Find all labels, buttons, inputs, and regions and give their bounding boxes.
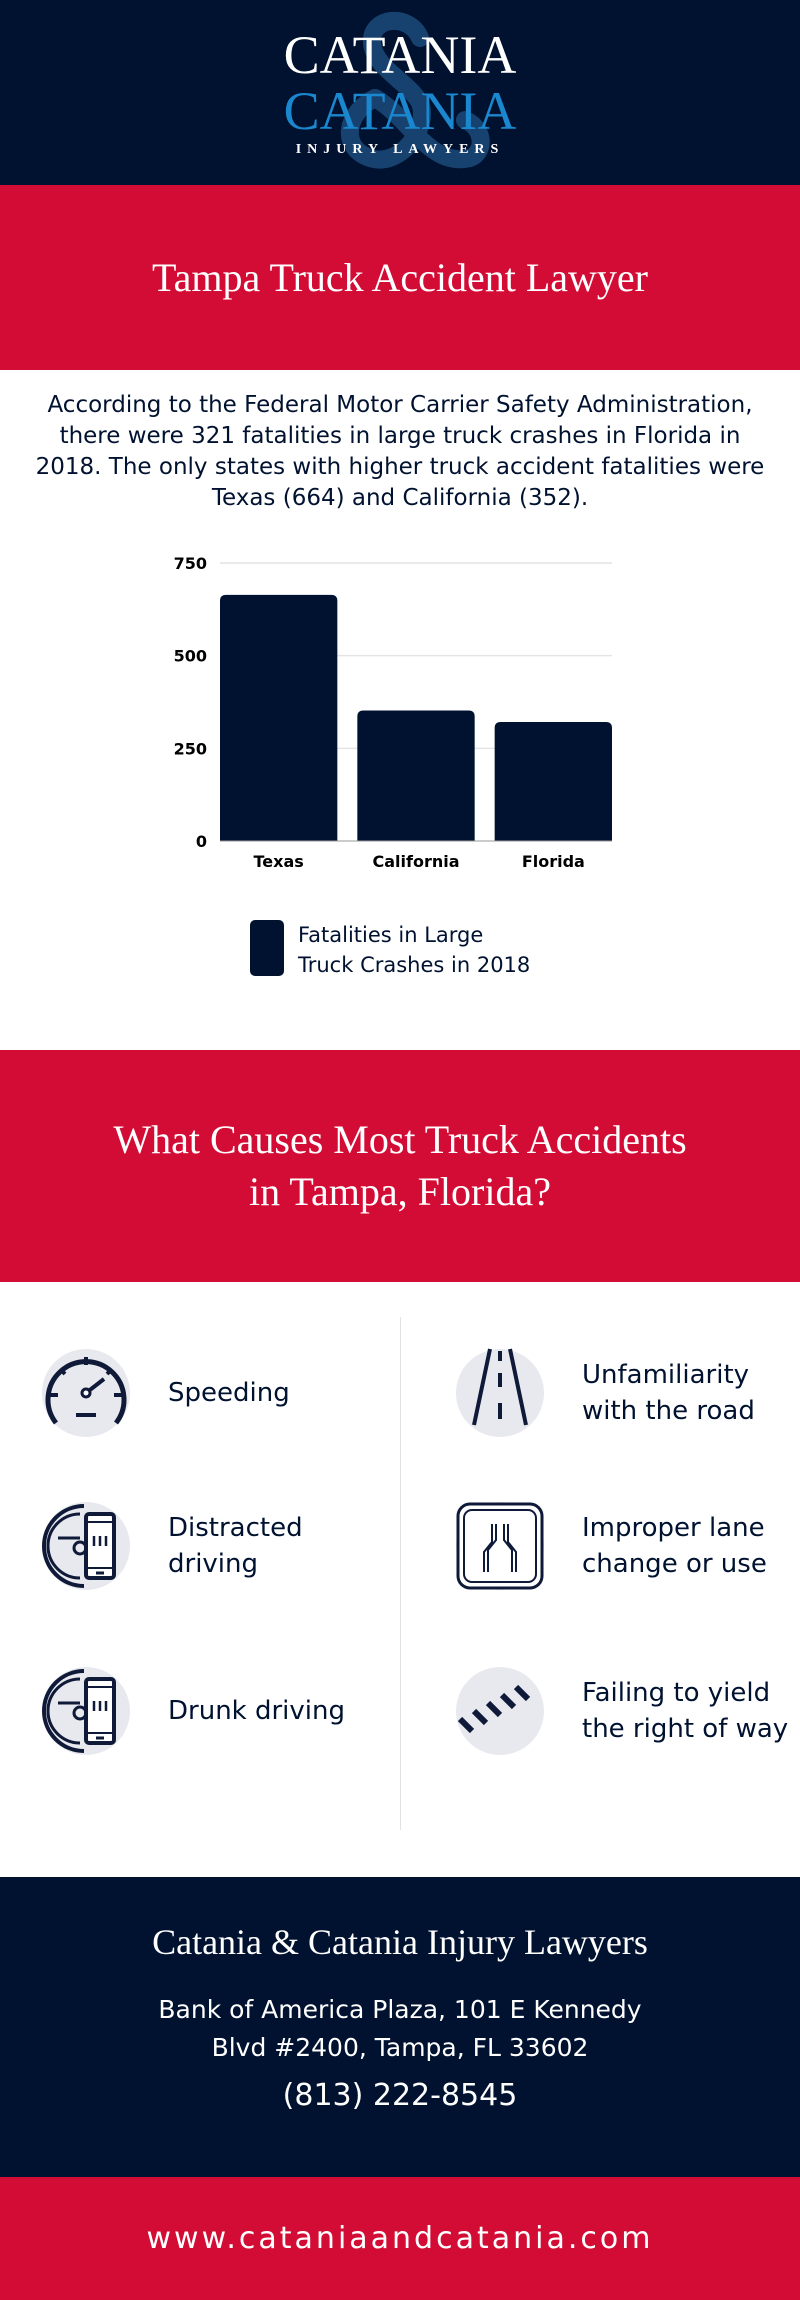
cause-item: Improper lane change or use (452, 1498, 792, 1594)
causes-band: What Causes Most Truck Accidents in Tampa… (0, 1050, 800, 1282)
logo-line1: CATANIA (283, 25, 517, 85)
bar-florida (494, 722, 612, 841)
address: Bank of America Plaza, 101 E Kennedy Blvd… (158, 1995, 642, 2062)
footer: Catania & Catania Injury Lawyers Bank of… (0, 1877, 800, 2177)
y-tick-label: 0 (196, 832, 207, 851)
bar-chart: 0 250 500 750 Texas California Florida Fataliti… (174, 554, 612, 977)
logo-line2: CATANIA (283, 81, 517, 141)
phone-number[interactable]: (813) 222-8545 (282, 2078, 518, 2113)
cause-label: Unfamiliarity with the road (582, 1359, 755, 1426)
crosswalk-icon (456, 1667, 544, 1755)
y-tick-label: 250 (174, 739, 207, 758)
header: CATANIA CATANIA INJURY LAWYERS (0, 0, 800, 185)
legend-label: Fatalities in Large (298, 923, 483, 947)
steering-wheel-phone-icon (42, 1667, 130, 1755)
bar-texas (220, 594, 338, 841)
website-band: www.cataniaandcatania.com (0, 2177, 800, 2300)
logo: CATANIA CATANIA INJURY LAWYERS (200, 28, 600, 158)
y-tick-label: 500 (174, 647, 207, 666)
website-link[interactable]: www.cataniaandcatania.com (146, 2221, 654, 2256)
logo-ampersand-mark (340, 12, 490, 169)
cause-item: Speeding (38, 1345, 393, 1441)
cause-label: Drunk driving (168, 1695, 345, 1726)
x-tick-label: Florida (522, 852, 585, 871)
cause-label: Distracted driving (168, 1512, 303, 1579)
causes-title: What Causes Most Truck Accidents in Tampa… (113, 1117, 687, 1214)
intro-paragraph: According to the Federal Motor Carrier S… (35, 392, 765, 512)
title-band: Tampa Truck Accident Lawyer (0, 185, 800, 370)
legend-label: Truck Crashes in 2018 (297, 953, 530, 977)
cause-item: Failing to yield the right of way (452, 1663, 792, 1759)
y-tick-label: 750 (174, 554, 207, 573)
column-divider (400, 1317, 401, 1830)
x-tick-label: Texas (254, 852, 304, 871)
page-title: Tampa Truck Accident Lawyer (152, 255, 648, 300)
cause-label: Speeding (168, 1377, 290, 1408)
cause-item: Distracted driving (38, 1498, 393, 1594)
speedometer-icon (42, 1349, 130, 1437)
cause-item: Drunk driving (38, 1663, 393, 1759)
logo-tagline: INJURY LAWYERS (295, 142, 505, 157)
x-tick-label: California (372, 852, 459, 871)
cause-label: Improper lane change or use (582, 1512, 767, 1579)
legend-swatch (250, 920, 284, 976)
lane-merge-sign-icon (456, 1502, 544, 1590)
bar-california (357, 710, 475, 841)
road-icon (456, 1348, 544, 1437)
firm-name: Catania & Catania Injury Lawyers (152, 1922, 648, 1962)
cause-item: Unfamiliarity with the road (452, 1345, 792, 1441)
steering-wheel-phone-icon (42, 1502, 130, 1590)
cause-label: Failing to yield the right of way (582, 1677, 789, 1744)
